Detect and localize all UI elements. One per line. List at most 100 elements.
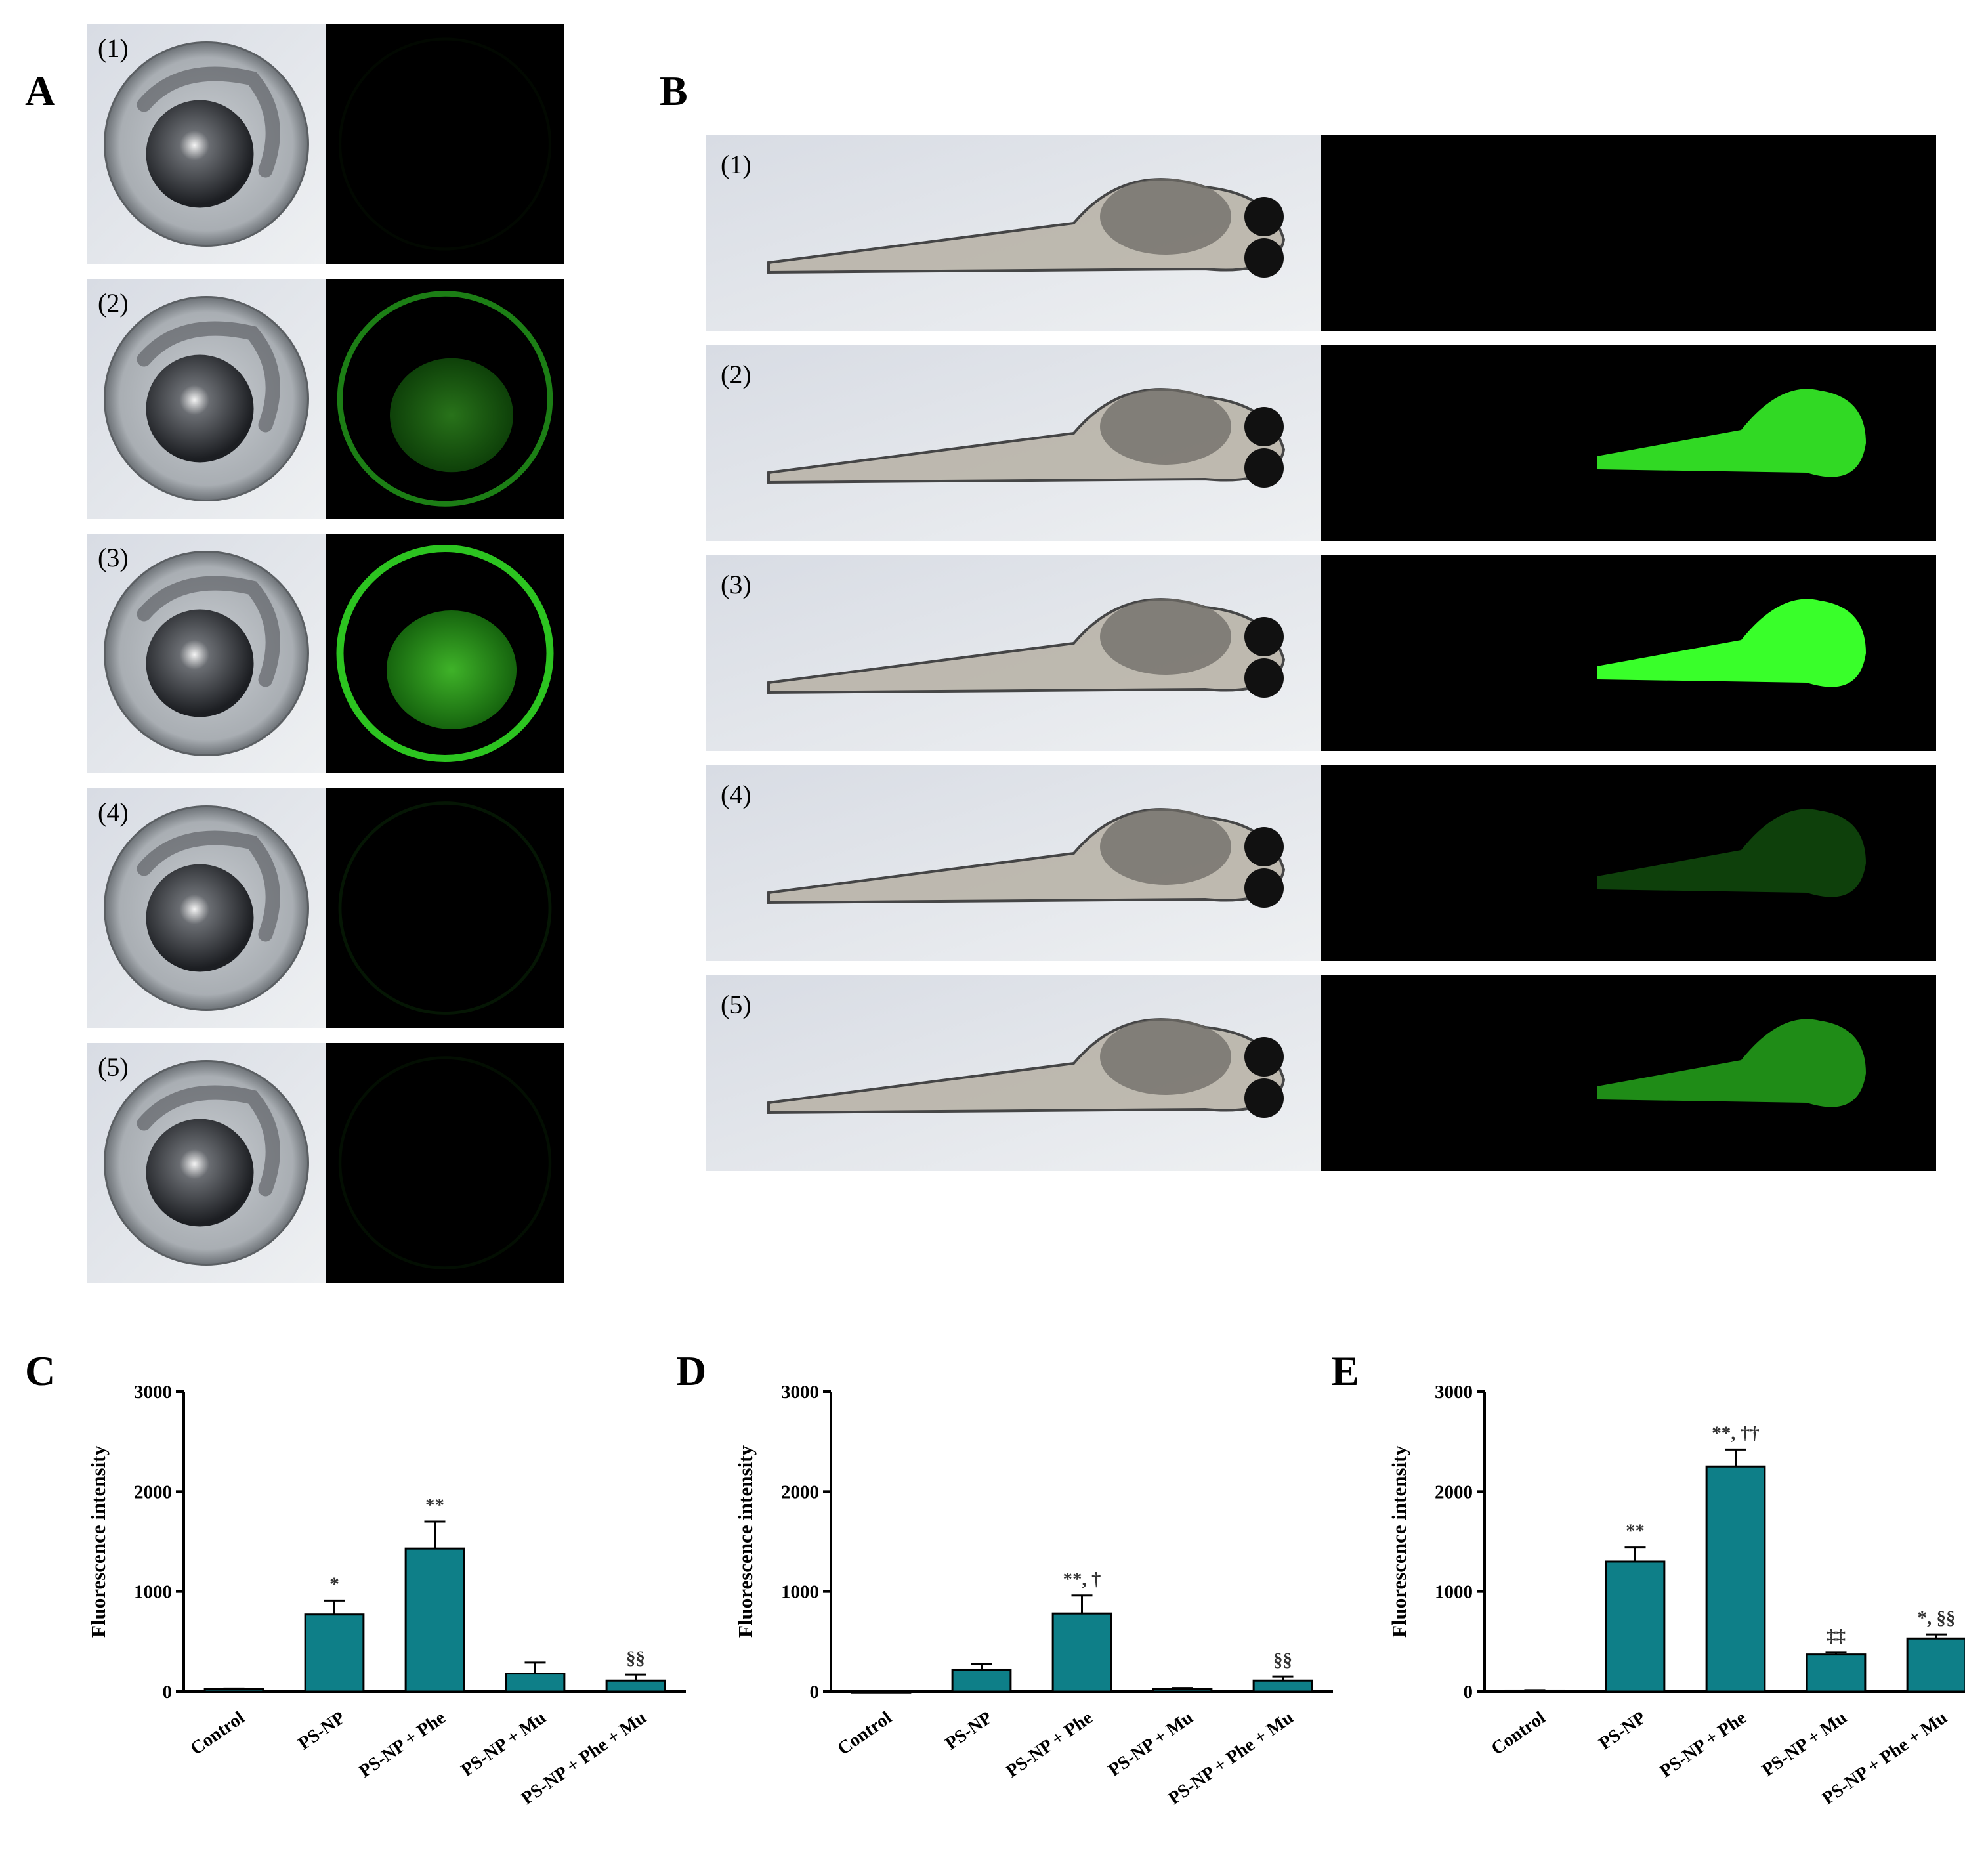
y-tick-label: 2000 (781, 1482, 819, 1503)
larva-eye (1244, 1078, 1284, 1118)
panel-a-row-label: (4) (98, 798, 129, 827)
bar (1906, 1637, 1965, 1693)
panel-a-row-label: (3) (98, 543, 129, 572)
fluorescence-signal (1597, 599, 1866, 687)
significance-label: ** (1626, 1521, 1645, 1542)
bar (1152, 1688, 1213, 1693)
panel-a-embryo-images: (1) (2) (3) (4) (5) (87, 24, 564, 1283)
significance-label: * (329, 1573, 339, 1594)
significance-label: §§ (1273, 1650, 1292, 1671)
larva-yolk (1100, 809, 1231, 885)
embryo-yolk (146, 100, 254, 208)
larva-yolk (1100, 179, 1231, 255)
x-tick-label: PS-NP (942, 1707, 996, 1754)
panel-label-c: C (25, 1348, 55, 1394)
bar-charts: 0 1000 2000 3000 Fluorescence intensity Contr… (87, 1382, 1965, 1809)
y-tick-label: 1000 (1435, 1582, 1473, 1603)
y-axis-label: Fluorescence intensity (1387, 1445, 1410, 1638)
y-axis-label: Fluorescence intensity (87, 1445, 110, 1638)
significance-label: **, † (1063, 1569, 1101, 1590)
embryo-body (137, 576, 280, 687)
panel-label-d: D (676, 1348, 706, 1394)
larva-eye (1244, 1037, 1284, 1077)
larva-eye (1244, 448, 1284, 488)
chart-e: 0 1000 2000 3000 Fluorescence intensity Contr… (1387, 1382, 1965, 1809)
fluorescence-signal-yolk (387, 610, 517, 729)
bar (404, 1547, 465, 1693)
y-tick-label: 0 (1464, 1682, 1473, 1703)
larva-eye (1244, 407, 1284, 446)
bar (1705, 1465, 1766, 1693)
x-tick-label: PS-NP + Phe (1003, 1707, 1097, 1781)
fluorescence-signal-ring (338, 801, 552, 1015)
embryo-body (137, 1085, 280, 1197)
fluorescence-signal-ring (338, 1056, 552, 1269)
significance-label: ‡‡ (1827, 1625, 1846, 1646)
panel-b-row-5: (5) (706, 975, 1936, 1171)
panel-b-row-label: (5) (721, 990, 751, 1019)
panel-b-row-2: (2) (706, 345, 1936, 541)
bar (951, 1668, 1012, 1693)
panel-label-a: A (25, 68, 55, 114)
x-tick-label: Control (1488, 1707, 1550, 1759)
panel-b-row-label: (2) (721, 360, 751, 389)
fluorescence-signal-ring (337, 291, 553, 507)
embryo-body (137, 830, 280, 942)
x-tick-label: PS-NP + Mu (1105, 1707, 1196, 1780)
panel-label-e: E (1331, 1348, 1359, 1394)
y-tick-label: 3000 (1435, 1382, 1473, 1403)
significance-label: **, †† (1712, 1422, 1760, 1443)
x-tick-label: PS-NP + Mu (457, 1707, 549, 1780)
x-tick-label: PS-NP (295, 1707, 349, 1754)
bar (1605, 1560, 1666, 1693)
fluorescence-image (326, 1043, 564, 1283)
larva-eye (1244, 658, 1284, 698)
panel-a-row-5: (5) (87, 1043, 564, 1283)
bar (505, 1673, 566, 1693)
significance-label: ** (425, 1495, 444, 1516)
panel-b-row-label: (4) (721, 780, 751, 809)
embryo-body (137, 321, 280, 433)
panel-a-row-4: (4) (87, 788, 564, 1028)
y-tick-label: 0 (163, 1682, 173, 1703)
chart-c: 0 1000 2000 3000 Fluorescence intensity Contr… (87, 1382, 686, 1809)
larva-yolk (1100, 389, 1231, 465)
panel-a-row-2: (2) (87, 279, 564, 519)
y-tick-label: 2000 (134, 1482, 172, 1503)
x-tick-label: Control (834, 1707, 896, 1759)
larva-eye (1244, 617, 1284, 656)
x-tick-label: PS-NP (1595, 1707, 1650, 1754)
larva-yolk (1100, 599, 1231, 675)
chart-d: 0 1000 2000 3000 Fluorescence intensity Contr… (734, 1382, 1333, 1809)
y-tick-label: 2000 (1435, 1482, 1473, 1503)
larva-eye (1244, 827, 1284, 866)
larva-yolk (1100, 1019, 1231, 1095)
panel-b-row-label: (1) (721, 150, 751, 179)
bar (1252, 1679, 1313, 1693)
x-tick-label: Control (187, 1707, 249, 1759)
y-axis-label: Fluorescence intensity (734, 1445, 757, 1638)
panel-a-row-label: (5) (98, 1052, 129, 1082)
embryo-yolk (146, 609, 254, 717)
panel-label-b: B (660, 68, 688, 114)
y-tick-label: 1000 (134, 1582, 172, 1603)
embryo-body (137, 66, 280, 178)
fluorescence-signal (1597, 1019, 1866, 1107)
significance-label: *, §§ (1918, 1608, 1956, 1629)
bar (1806, 1653, 1867, 1693)
fluorescence-signal (1597, 809, 1866, 897)
fluorescence-image (1321, 135, 1936, 331)
fluorescence-signal (1597, 389, 1866, 477)
x-tick-label: PS-NP + Mu (1758, 1707, 1850, 1780)
fluorescence-image (326, 24, 564, 264)
panel-b-row-3: (3) (706, 555, 1936, 751)
fluorescence-signal-ring (336, 545, 554, 762)
larva-eye (1244, 868, 1284, 908)
embryo-yolk (146, 864, 254, 972)
fluorescence-signal-yolk (390, 358, 513, 473)
larva-eye (1244, 238, 1284, 278)
bar (304, 1613, 365, 1693)
larva-eye (1244, 197, 1284, 236)
panel-a-row-label: (2) (98, 288, 129, 318)
